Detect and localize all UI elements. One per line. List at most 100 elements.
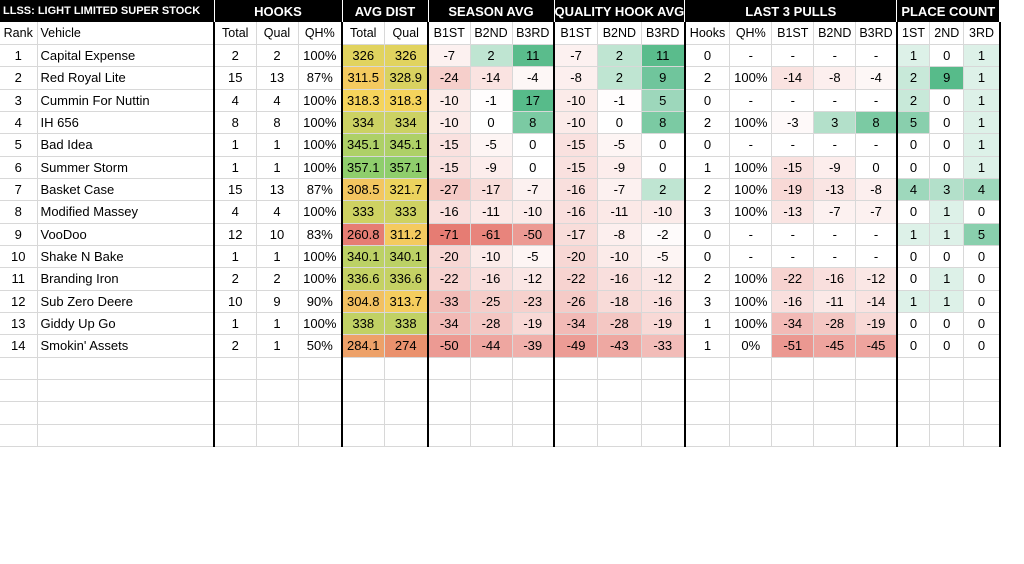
cell-place-1st[interactable]: 5 — [896, 111, 931, 135]
cell-quality-b2nd[interactable]: -5 — [597, 133, 642, 157]
cell-quality-b3rd[interactable]: -16 — [641, 290, 686, 313]
column-header-place-1st[interactable]: 1ST — [896, 22, 931, 45]
cell-season-b1st[interactable]: -71 — [428, 223, 471, 246]
cell-hooks-qual[interactable]: 2 — [256, 44, 299, 68]
cell-last3-hooks[interactable]: 1 — [684, 334, 731, 358]
cell-last3-hooks[interactable]: 2 — [684, 111, 731, 135]
empty-cell[interactable] — [0, 401, 38, 425]
empty-cell[interactable] — [684, 401, 731, 425]
empty-cell[interactable] — [641, 424, 686, 447]
cell-season-b3rd[interactable]: 11 — [512, 44, 555, 68]
cell-last3-b2nd[interactable]: - — [813, 245, 857, 269]
empty-cell[interactable] — [641, 379, 686, 403]
cell-hooks-total[interactable]: 15 — [214, 178, 257, 202]
cell-quality-b1st[interactable]: -16 — [554, 200, 599, 224]
cell-last3-hooks[interactable]: 0 — [684, 133, 731, 157]
column-header-rank[interactable]: Rank — [0, 22, 38, 45]
empty-cell[interactable] — [963, 357, 1001, 380]
cell-dist-qual[interactable]: 321.7 — [384, 178, 429, 202]
cell-season-b2nd[interactable]: -16 — [470, 267, 513, 291]
cell-place-2nd[interactable]: 0 — [929, 245, 965, 269]
cell-last3-hooks[interactable]: 1 — [684, 312, 731, 336]
cell-last3-hooks[interactable]: 3 — [684, 200, 731, 224]
cell-quality-b2nd[interactable]: -18 — [597, 290, 642, 313]
cell-rank[interactable]: 13 — [0, 312, 38, 336]
empty-cell[interactable] — [729, 379, 773, 403]
cell-season-b2nd[interactable]: -17 — [470, 178, 513, 202]
cell-last3-b3rd[interactable]: - — [855, 223, 898, 246]
cell-last3-hooks[interactable]: 2 — [684, 178, 731, 202]
cell-quality-b2nd[interactable]: 2 — [597, 66, 642, 90]
cell-last3-b2nd[interactable]: -7 — [813, 200, 857, 224]
cell-quality-b3rd[interactable]: -12 — [641, 267, 686, 291]
cell-quality-b3rd[interactable]: -33 — [641, 334, 686, 358]
cell-season-b3rd[interactable]: 17 — [512, 89, 555, 112]
cell-place-3rd[interactable]: 0 — [963, 290, 1001, 313]
cell-vehicle[interactable]: Red Royal Lite — [37, 66, 215, 90]
cell-hooks-total[interactable]: 12 — [214, 223, 257, 246]
cell-last3-qh-pct[interactable]: - — [729, 223, 773, 246]
empty-cell[interactable] — [554, 379, 599, 403]
empty-cell[interactable] — [384, 379, 429, 403]
cell-dist-qual[interactable]: 313.7 — [384, 290, 429, 313]
empty-cell[interactable] — [512, 357, 555, 380]
cell-place-2nd[interactable]: 0 — [929, 312, 965, 336]
cell-vehicle[interactable]: Giddy Up Go — [37, 312, 215, 336]
cell-place-1st[interactable]: 2 — [896, 66, 931, 90]
cell-place-2nd[interactable]: 0 — [929, 111, 965, 135]
cell-dist-qual[interactable]: 357.1 — [384, 156, 429, 179]
cell-hooks-qual[interactable]: 2 — [256, 267, 299, 291]
cell-last3-b3rd[interactable]: -12 — [855, 267, 898, 291]
empty-cell[interactable] — [256, 379, 299, 403]
cell-vehicle[interactable]: Basket Case — [37, 178, 215, 202]
cell-quality-b1st[interactable]: -7 — [554, 44, 599, 68]
cell-place-3rd[interactable]: 0 — [963, 334, 1001, 358]
cell-hooks-qual[interactable]: 13 — [256, 178, 299, 202]
cell-season-b2nd[interactable]: -9 — [470, 156, 513, 179]
cell-hooks-qh-pct[interactable]: 100% — [298, 245, 343, 269]
empty-cell[interactable] — [0, 357, 38, 380]
cell-last3-qh-pct[interactable]: 100% — [729, 267, 773, 291]
cell-place-1st[interactable]: 1 — [896, 290, 931, 313]
cell-quality-b2nd[interactable]: 0 — [597, 111, 642, 135]
cell-quality-b1st[interactable]: -15 — [554, 133, 599, 157]
empty-cell[interactable] — [428, 424, 471, 447]
cell-hooks-qh-pct[interactable]: 100% — [298, 267, 343, 291]
cell-dist-total[interactable]: 304.8 — [342, 290, 385, 313]
cell-last3-b3rd[interactable]: 0 — [855, 156, 898, 179]
cell-last3-qh-pct[interactable]: 100% — [729, 178, 773, 202]
cell-hooks-total[interactable]: 2 — [214, 44, 257, 68]
cell-dist-total[interactable]: 334 — [342, 111, 385, 135]
cell-place-2nd[interactable]: 1 — [929, 267, 965, 291]
empty-cell[interactable] — [929, 379, 965, 403]
cell-place-2nd[interactable]: 1 — [929, 200, 965, 224]
cell-hooks-qual[interactable]: 8 — [256, 111, 299, 135]
cell-last3-qh-pct[interactable]: 100% — [729, 66, 773, 90]
empty-cell[interactable] — [929, 401, 965, 425]
empty-cell[interactable] — [298, 357, 343, 380]
cell-last3-b2nd[interactable]: -9 — [813, 156, 857, 179]
cell-dist-qual[interactable]: 328.9 — [384, 66, 429, 90]
cell-place-1st[interactable]: 4 — [896, 178, 931, 202]
cell-last3-b3rd[interactable]: -14 — [855, 290, 898, 313]
cell-place-2nd[interactable]: 0 — [929, 156, 965, 179]
cell-quality-b3rd[interactable]: 5 — [641, 89, 686, 112]
cell-dist-qual[interactable]: 318.3 — [384, 89, 429, 112]
cell-hooks-total[interactable]: 1 — [214, 245, 257, 269]
group-hooks[interactable]: HOOKS — [214, 0, 343, 22]
cell-hooks-qual[interactable]: 1 — [256, 334, 299, 358]
empty-cell[interactable] — [428, 379, 471, 403]
cell-last3-hooks[interactable]: 0 — [684, 223, 731, 246]
cell-hooks-qh-pct[interactable]: 100% — [298, 111, 343, 135]
empty-cell[interactable] — [428, 357, 471, 380]
column-header-vehicle[interactable]: Vehicle — [37, 22, 215, 45]
cell-place-2nd[interactable]: 0 — [929, 89, 965, 112]
cell-dist-qual[interactable]: 334 — [384, 111, 429, 135]
cell-season-b3rd[interactable]: 8 — [512, 111, 555, 135]
empty-cell[interactable] — [597, 424, 642, 447]
cell-dist-total[interactable]: 338 — [342, 312, 385, 336]
column-header-last3-b3rd[interactable]: B3RD — [855, 22, 898, 45]
sheet-title[interactable]: LLSS: LIGHT LIMITED SUPER STOCK — [0, 0, 215, 22]
cell-season-b2nd[interactable]: -61 — [470, 223, 513, 246]
cell-last3-b3rd[interactable]: -7 — [855, 200, 898, 224]
